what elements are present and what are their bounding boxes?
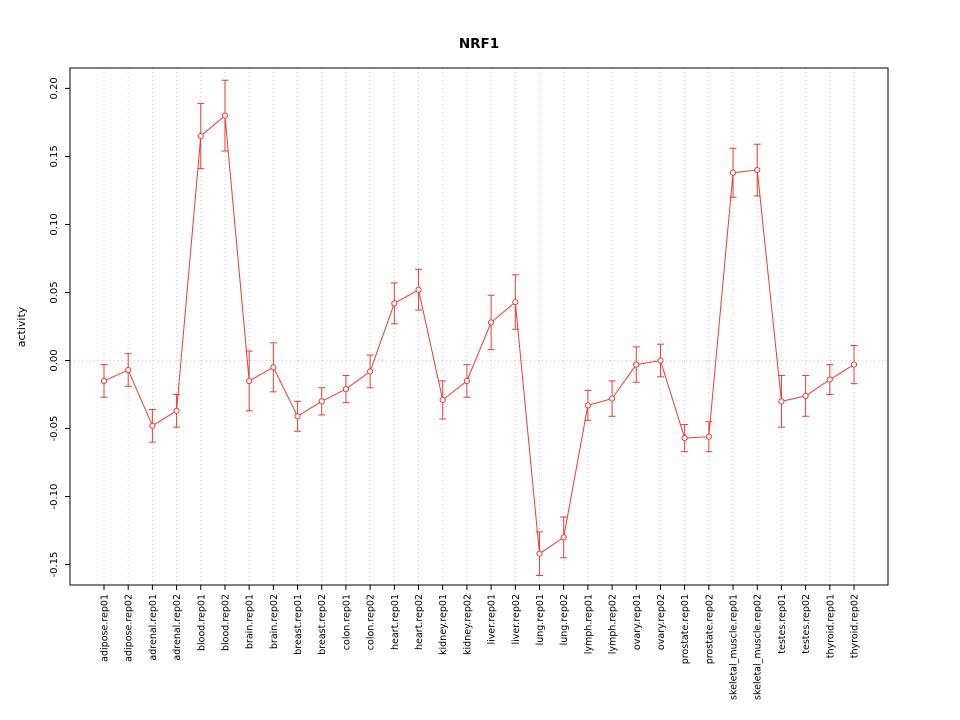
y-tick-label: 0.00 [49, 349, 60, 371]
data-point [415, 286, 422, 293]
data-point [149, 422, 156, 429]
x-tick-label: skeletal_muscle.rep02 [753, 594, 764, 700]
x-tick-label: brain.rep02 [269, 594, 280, 649]
x-tick-label: blood.rep02 [220, 594, 231, 651]
data-point [294, 413, 301, 420]
data-point [439, 396, 446, 404]
series-line [103, 114, 855, 555]
y-tick-label: 0.10 [49, 213, 60, 235]
data-point [463, 377, 471, 385]
data-point [270, 364, 277, 371]
data-point [318, 398, 325, 405]
x-tick-label: blood.rep01 [196, 594, 207, 651]
y-tick-label: 0.05 [49, 281, 60, 303]
data-point [173, 407, 180, 414]
x-tick-label: kidney.rep01 [438, 594, 449, 655]
x-tick-label: thyroid.rep01 [825, 594, 836, 658]
data-point [584, 402, 591, 409]
x-tick-label: breast.rep01 [293, 594, 304, 655]
x-tick-label: adrenal.rep01 [148, 594, 159, 661]
x-tick-label: kidney.rep02 [462, 594, 473, 655]
y-tick-label: -0.15 [49, 552, 60, 578]
x-tick-label: thyroid.rep02 [850, 594, 861, 658]
data-point [850, 361, 858, 368]
data-point [100, 377, 108, 385]
x-tick-label: ovary.rep02 [656, 594, 667, 650]
y-tick-label: 0.20 [49, 77, 60, 99]
x-tick-label: prostate.rep02 [704, 594, 715, 664]
data-point [826, 376, 833, 383]
y-tick-label: -0.10 [49, 484, 60, 510]
x-tick-label: lymph.rep02 [608, 594, 619, 654]
data-point [633, 361, 640, 368]
chart-title: NRF1 [458, 36, 500, 52]
x-tick-label: liver.rep02 [511, 594, 522, 644]
x-tick-label: heart.rep02 [414, 594, 425, 650]
x-tick-label: breast.rep02 [317, 594, 328, 655]
x-tick-label: lymph.rep01 [583, 594, 594, 654]
x-tick-label: prostate.rep01 [680, 594, 691, 664]
data-point [681, 434, 688, 442]
x-tick-label: lung.rep02 [559, 594, 570, 645]
data-point [125, 366, 132, 374]
x-tick-label: testes.rep02 [801, 594, 812, 654]
data-point [342, 385, 350, 393]
x-tick-label: ovary.rep01 [632, 594, 643, 650]
data-point [487, 319, 495, 326]
y-tick-label: -0.05 [49, 416, 60, 442]
x-tick-label: adipose.rep01 [100, 594, 111, 662]
data-point [512, 298, 519, 306]
data-point [705, 433, 712, 440]
data-point [536, 550, 543, 557]
data-point [560, 534, 567, 541]
x-tick-label: skeletal_muscle.rep01 [729, 594, 740, 700]
data-point [367, 368, 374, 375]
data-point [657, 357, 664, 364]
y-tick-label: 0.15 [49, 145, 60, 167]
data-point [221, 112, 229, 119]
x-tick-label: adrenal.rep02 [172, 594, 183, 661]
data-point [802, 392, 809, 399]
data-point [246, 377, 253, 385]
x-tick-label: colon.rep01 [341, 594, 352, 650]
x-tick-label: heart.rep01 [390, 594, 401, 650]
data-point [754, 166, 761, 174]
x-tick-label: colon.rep02 [366, 594, 377, 650]
data-point [729, 169, 737, 176]
x-tick-label: liver.rep01 [487, 594, 498, 644]
data-point [778, 398, 785, 405]
x-tick-label: testes.rep01 [777, 594, 788, 654]
x-tick-label: lung.rep01 [535, 594, 546, 645]
plot-frame [69, 67, 889, 586]
x-tick-label: adipose.rep02 [124, 594, 135, 662]
data-point [197, 132, 204, 140]
data-point [608, 395, 616, 402]
data-point [391, 300, 398, 307]
x-tick-label: brain.rep01 [245, 594, 256, 649]
